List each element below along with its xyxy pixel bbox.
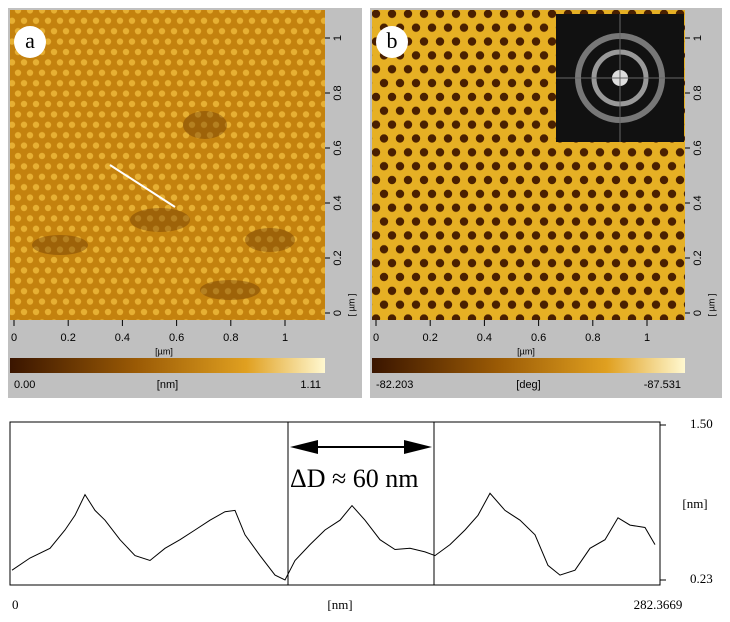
x-tick-label: 0.4 bbox=[477, 332, 492, 344]
annotation: ΔD ≈ 60 nm bbox=[290, 464, 419, 493]
colorbar-a bbox=[10, 358, 325, 373]
x-tick-label: 0 bbox=[11, 332, 17, 344]
x-tick-label: 0.2 bbox=[61, 332, 76, 344]
y-tick-label: 1.50 bbox=[690, 416, 713, 431]
x-tick-label: 282.3669 bbox=[634, 597, 683, 612]
x-tick-label: 0.6 bbox=[531, 332, 546, 344]
x-tick-label: 1 bbox=[644, 332, 650, 344]
colorbar-b bbox=[372, 358, 685, 373]
x-tick-label: 0.6 bbox=[169, 332, 184, 344]
y-tick-label: 0.6 bbox=[692, 140, 704, 155]
y-tick-label: 0.4 bbox=[692, 195, 704, 210]
afm-image-a bbox=[10, 10, 325, 320]
y-unit: [ µm ] bbox=[706, 294, 716, 317]
colorbar-unit: [deg] bbox=[516, 379, 540, 391]
x-tick-label: 0.8 bbox=[223, 332, 238, 344]
colorbar-min: -82.203 bbox=[376, 379, 413, 391]
profile-trace bbox=[12, 493, 655, 580]
figure: ΔD ≈ 60 nm [nm] [nm] a 0 0.2 0.4 0.6 0.8 1 [µm]… bbox=[0, 0, 730, 617]
arrow-head bbox=[290, 440, 318, 454]
arrow-head bbox=[404, 440, 432, 454]
x-tick-label: 0.8 bbox=[585, 332, 600, 344]
colorbar-max: 1.11 bbox=[300, 379, 321, 391]
x-tick-label: 0.4 bbox=[115, 332, 130, 344]
x-unit: [µm] bbox=[517, 346, 535, 356]
colorbar-unit: [nm] bbox=[157, 379, 178, 391]
panel-label: b bbox=[387, 28, 398, 53]
y-unit: [ µm ] bbox=[346, 294, 356, 317]
y-tick-label: 0.8 bbox=[692, 85, 704, 100]
y-tick-label: 0 bbox=[332, 310, 344, 316]
y-tick-label: 0.2 bbox=[332, 250, 344, 265]
x-tick-label: 0.2 bbox=[423, 332, 438, 344]
x-unit: [µm] bbox=[155, 346, 173, 356]
y-tick-label: 1 bbox=[692, 35, 704, 41]
y-tick-label: 0.8 bbox=[332, 85, 344, 100]
colorbar-max: -87.531 bbox=[644, 379, 681, 391]
x-tick-label: 0 bbox=[12, 597, 19, 612]
panel-label: a bbox=[25, 28, 35, 53]
y-tick-label: 0.6 bbox=[332, 140, 344, 155]
colorbar-min: 0.00 bbox=[14, 379, 35, 391]
y-axis-label: [nm] bbox=[682, 496, 707, 511]
y-tick-label: 0.4 bbox=[332, 195, 344, 210]
y-tick-label: 0.2 bbox=[692, 250, 704, 265]
x-axis-label: [nm] bbox=[327, 597, 352, 612]
x-tick-label: 1 bbox=[282, 332, 288, 344]
y-tick-label: 0 bbox=[692, 310, 704, 316]
y-tick-label: 1 bbox=[332, 35, 344, 41]
x-tick-label: 0 bbox=[373, 332, 379, 344]
y-tick-label: 0.23 bbox=[690, 571, 713, 586]
